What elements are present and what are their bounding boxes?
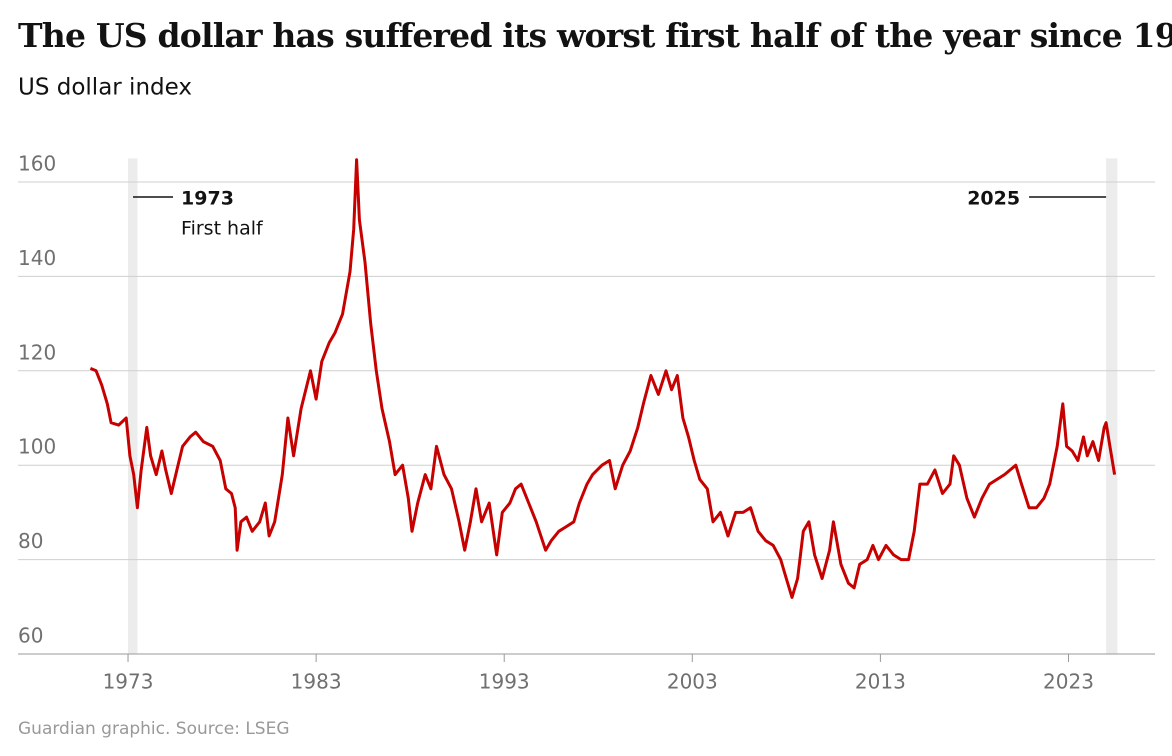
x-tick-label: 1983 — [291, 670, 342, 694]
source: Guardian graphic. Source: LSEG — [18, 719, 290, 739]
y-tick-label: 120 — [18, 340, 56, 364]
y-tick-label: 100 — [18, 435, 56, 459]
annotation-label: 1973 — [181, 188, 234, 210]
annotation-label: 2025 — [967, 188, 1020, 210]
chart-title: The US dollar has suffered its worst fir… — [18, 16, 1172, 55]
y-tick-label: 140 — [18, 246, 56, 270]
x-tick-label: 1973 — [103, 670, 154, 694]
y-tick-label: 80 — [18, 529, 43, 553]
highlight-band — [128, 158, 138, 654]
x-tick-label: 1993 — [479, 670, 530, 694]
highlight-band — [1106, 158, 1118, 654]
x-tick-label: 2013 — [855, 670, 906, 694]
chart-subtitle: US dollar index — [18, 75, 192, 101]
y-tick-label: 160 — [18, 152, 56, 176]
x-tick-label: 2023 — [1043, 670, 1094, 694]
data-line — [89, 158, 1117, 599]
x-tick-label: 2003 — [667, 670, 718, 694]
annotation-sublabel: First half — [181, 218, 264, 240]
y-tick-label: 60 — [18, 624, 43, 648]
